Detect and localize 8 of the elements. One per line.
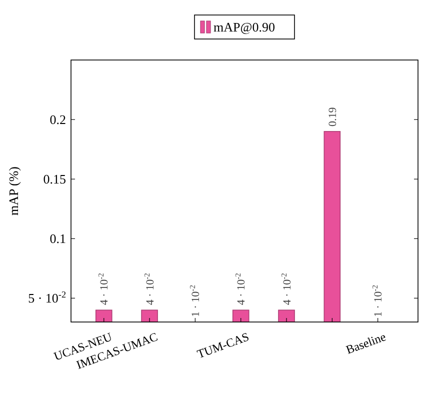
- y-tick-label: 0.2: [50, 112, 66, 128]
- y-tick-label: 0.15: [43, 172, 66, 187]
- data-label: 0.19: [327, 106, 340, 126]
- y-axis-title: mAP (%): [6, 166, 21, 216]
- y-tick-label: 0.1: [50, 231, 66, 246]
- x-tick-label: Baseline: [344, 330, 388, 357]
- y-tick-label: 5 · 10$^{-2}$: [28, 290, 66, 306]
- legend-label: mAP@0.90: [214, 20, 275, 35]
